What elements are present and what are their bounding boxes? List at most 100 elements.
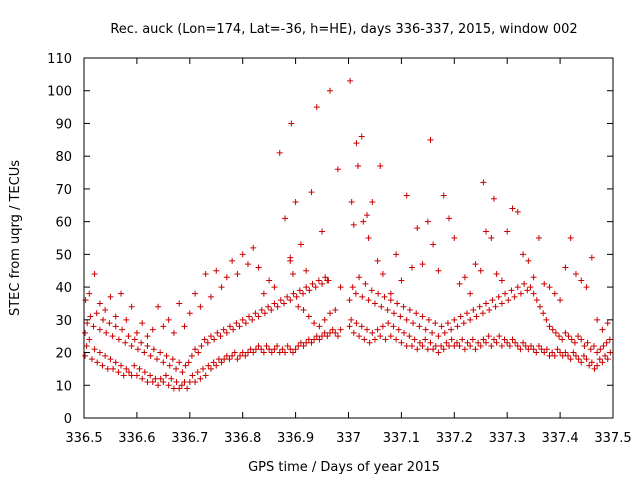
data-point: [176, 359, 183, 366]
y-tick-label: 10: [55, 379, 72, 394]
data-point: [359, 293, 366, 300]
data-point: [514, 208, 521, 215]
data-point: [242, 352, 249, 359]
data-point: [144, 379, 151, 385]
data-point: [381, 293, 388, 300]
data-point: [218, 284, 225, 291]
data-point: [382, 336, 389, 343]
data-point: [461, 346, 468, 353]
data-point: [511, 293, 518, 300]
data-point: [467, 316, 474, 323]
data-point: [322, 274, 329, 281]
data-point: [430, 346, 437, 353]
data-point: [411, 336, 418, 343]
x-tick-label: 336.5: [65, 431, 102, 446]
data-point: [464, 339, 471, 346]
data-point: [230, 326, 237, 333]
x-axis-label: GPS time / Days of year 2015: [248, 460, 440, 475]
data-point: [205, 362, 212, 369]
data-point: [244, 261, 251, 268]
data-point: [390, 323, 397, 330]
data-point: [588, 359, 595, 366]
data-point: [460, 320, 467, 327]
data-point: [268, 349, 275, 356]
data-point: [186, 379, 193, 385]
data-point: [572, 352, 579, 359]
data-point: [508, 287, 515, 294]
data-point: [530, 274, 537, 281]
data-point: [581, 343, 588, 349]
data-point: [90, 323, 97, 330]
data-point: [540, 310, 547, 317]
data-point: [477, 343, 484, 349]
data-point: [416, 323, 423, 330]
x-tick-label: 336.7: [171, 431, 208, 446]
data-point: [214, 329, 221, 336]
data-point: [211, 336, 218, 343]
data-point: [120, 372, 127, 379]
data-point: [348, 316, 355, 323]
data-point: [107, 293, 114, 300]
data-point: [603, 339, 610, 346]
data-point: [377, 333, 384, 340]
data-point: [530, 346, 537, 353]
data-point: [255, 343, 262, 349]
data-point: [490, 336, 497, 343]
data-point: [479, 310, 486, 317]
data-point: [170, 385, 177, 392]
data-point: [514, 343, 521, 349]
data-point: [229, 257, 236, 264]
data-point: [136, 365, 143, 372]
data-point: [176, 385, 183, 392]
data-point: [486, 307, 493, 313]
data-point: [86, 336, 93, 343]
data-point: [282, 349, 289, 356]
data-point: [419, 343, 426, 349]
data-point: [604, 356, 611, 363]
data-point: [366, 339, 373, 346]
data-point: [295, 343, 302, 349]
data-point: [128, 303, 135, 310]
data-point: [571, 339, 578, 346]
y-tick-label: 100: [47, 85, 72, 100]
data-point: [446, 343, 453, 349]
data-point: [255, 264, 262, 271]
data-point: [520, 251, 527, 258]
data-point: [293, 293, 300, 300]
data-point: [546, 284, 553, 291]
data-point: [525, 346, 532, 353]
data-point: [84, 320, 91, 327]
data-point: [266, 346, 273, 353]
data-point: [472, 261, 479, 268]
data-point: [287, 254, 294, 261]
data-point: [168, 375, 175, 382]
data-point: [213, 362, 220, 369]
data-point: [528, 343, 535, 349]
data-point: [578, 277, 585, 284]
data-point: [422, 336, 429, 343]
data-point: [467, 343, 474, 349]
data-point: [188, 352, 195, 359]
y-tick-label: 50: [55, 248, 72, 263]
data-point: [244, 349, 251, 356]
data-point: [321, 329, 328, 336]
data-point: [517, 346, 524, 353]
data-point: [194, 369, 201, 376]
data-point: [334, 166, 341, 173]
data-point: [173, 379, 180, 385]
data-point: [274, 343, 281, 349]
data-point: [575, 356, 582, 363]
data-point: [393, 251, 400, 258]
data-point: [165, 382, 172, 389]
data-point: [364, 212, 371, 219]
data-point: [197, 303, 204, 310]
data-point: [387, 290, 394, 297]
data-point: [594, 349, 601, 356]
data-point: [413, 310, 420, 317]
data-point: [274, 303, 281, 310]
data-point: [419, 313, 426, 320]
data-point: [570, 349, 577, 356]
data-point: [321, 316, 328, 323]
data-point: [599, 326, 606, 333]
data-point: [490, 195, 497, 202]
